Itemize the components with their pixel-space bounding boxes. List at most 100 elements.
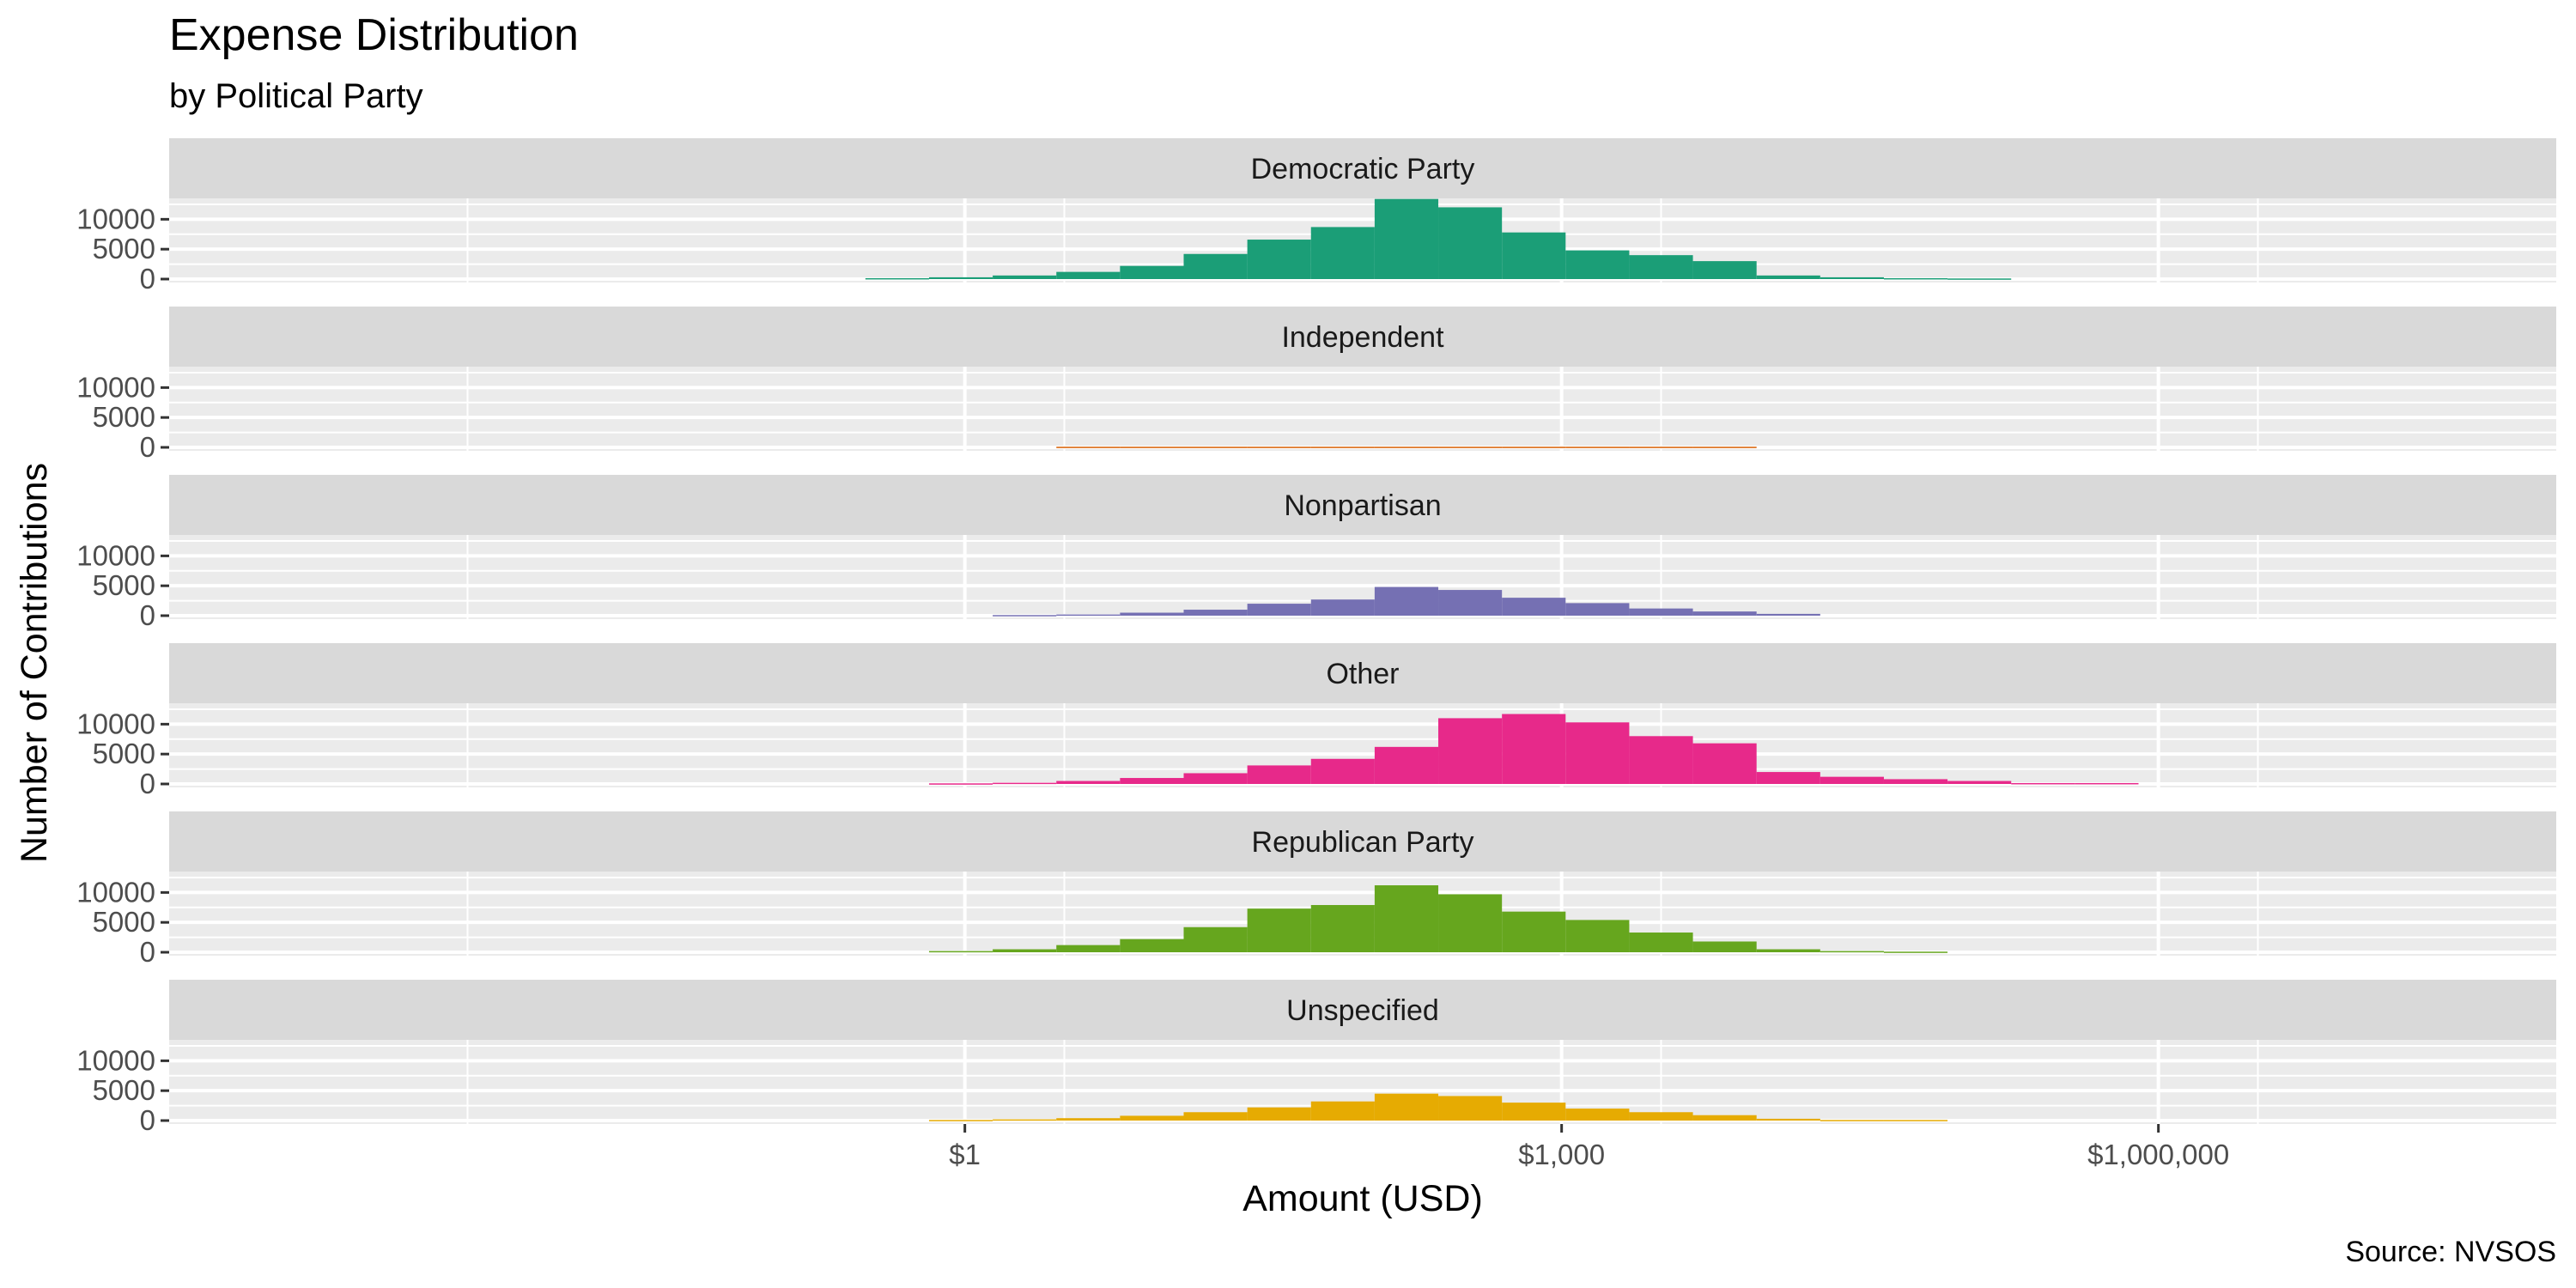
histogram-bar <box>1247 765 1311 784</box>
histogram-bar <box>1120 612 1184 616</box>
y-tick-label: 10000 <box>76 1044 155 1076</box>
facet-panels: Democratic Party0500010000Independent050… <box>76 138 2556 1136</box>
panel-background <box>169 367 2556 451</box>
histogram-bar <box>1820 1120 1884 1121</box>
histogram-bar <box>1820 276 1884 279</box>
histogram-bar <box>1692 941 1757 952</box>
histogram-bar <box>1502 714 1566 784</box>
facet-strip <box>169 307 2556 367</box>
histogram-bar <box>1692 611 1757 616</box>
histogram-bar <box>1374 746 1439 784</box>
facet-strip <box>169 643 2556 703</box>
histogram-bar <box>1629 608 1693 616</box>
histogram-bar <box>993 275 1057 279</box>
x-tick-label: $1,000 <box>1518 1139 1605 1170</box>
histogram-bar <box>1056 447 1121 448</box>
histogram-bar <box>1883 951 1948 953</box>
histogram-bar <box>1692 1115 1757 1121</box>
y-tick-label: 0 <box>140 599 155 631</box>
histogram-bar <box>928 276 993 279</box>
histogram-bar <box>1247 604 1311 616</box>
histogram-bar <box>1056 945 1121 952</box>
histogram-bar <box>1756 1118 1820 1121</box>
y-tick-label: 5000 <box>93 233 155 264</box>
histogram-bar <box>1629 933 1693 952</box>
histogram-bar <box>993 782 1057 785</box>
histogram-bar <box>1374 1093 1439 1121</box>
histogram-bar <box>1247 908 1311 952</box>
y-tick-label: 10000 <box>76 539 155 571</box>
histogram-bar <box>1438 590 1503 616</box>
y-axis-title: Number of Contributions <box>14 463 55 863</box>
x-axis-ticks: $1 $1,000 $1,000,000 <box>949 1124 2229 1170</box>
histogram-bar <box>1120 778 1184 784</box>
histogram-bar <box>1310 227 1375 279</box>
histogram-bar <box>1310 758 1375 784</box>
x-axis-title: Amount (USD) <box>1242 1178 1483 1219</box>
facet-strip <box>169 138 2556 198</box>
source-caption: Source: NVSOS <box>2345 1236 2556 1268</box>
y-tick-label: 10000 <box>76 876 155 908</box>
histogram-bar <box>1565 250 1630 279</box>
histogram-bar <box>1056 271 1121 279</box>
histogram-bar <box>1247 1107 1311 1121</box>
histogram-bar <box>1502 447 1566 448</box>
histogram-bar <box>1374 447 1439 448</box>
histogram-bar <box>1247 447 1311 448</box>
facet-strip-label: Democratic Party <box>1251 153 1475 185</box>
histogram-bar <box>928 783 993 785</box>
y-tick-label: 10000 <box>76 203 155 234</box>
histogram-bar <box>1438 894 1503 952</box>
y-tick-label: 0 <box>140 768 155 799</box>
histogram-bar <box>2011 782 2075 785</box>
histogram-bar <box>993 949 1057 952</box>
histogram-bar <box>1056 1118 1121 1121</box>
y-tick-label: 0 <box>140 1104 155 1136</box>
histogram-bar <box>1120 447 1184 448</box>
histogram-bar <box>1183 927 1248 952</box>
y-tick-label: 10000 <box>76 708 155 739</box>
histogram-bar <box>1120 939 1184 952</box>
histogram-bar <box>928 1120 993 1121</box>
histogram-bar <box>1883 1120 1948 1121</box>
facet-strip-label: Unspecified <box>1286 994 1439 1027</box>
histogram-bar <box>1883 277 1948 280</box>
y-tick-label: 5000 <box>93 906 155 938</box>
facet-strip-label: Republican Party <box>1252 826 1474 859</box>
histogram-bar <box>1565 447 1630 448</box>
histogram-bar <box>1502 232 1566 279</box>
facet-strip <box>169 811 2556 872</box>
histogram-bar <box>1820 776 1884 784</box>
histogram-bar <box>865 277 929 280</box>
histogram-bar <box>1756 275 1820 279</box>
y-tick-label: 0 <box>140 936 155 968</box>
facet-strip-label: Nonpartisan <box>1284 489 1441 522</box>
histogram-bar <box>1629 255 1693 279</box>
histogram-bar <box>1565 722 1630 784</box>
histogram-bar <box>1056 614 1121 617</box>
histogram-bar <box>1947 278 2012 280</box>
y-tick-label: 5000 <box>93 401 155 433</box>
histogram-bar <box>1502 1103 1566 1121</box>
histogram-bar <box>1120 1115 1184 1121</box>
x-tick-label: $1,000,000 <box>2087 1139 2229 1170</box>
histogram-bar <box>1629 447 1693 448</box>
histogram-bar <box>1438 447 1503 448</box>
histogram-bar <box>1629 1112 1693 1121</box>
histogram-bar <box>1947 781 2012 784</box>
histogram-bar <box>1438 718 1503 784</box>
histogram-bar <box>1883 779 1948 784</box>
histogram-bar <box>1438 207 1503 279</box>
facet-strip-label: Independent <box>1281 321 1444 354</box>
histogram-bar <box>1183 610 1248 616</box>
facet-strip <box>169 475 2556 535</box>
histogram-bar <box>993 1119 1057 1121</box>
chart-title: Expense Distribution <box>169 10 579 60</box>
histogram-bar <box>2075 782 2139 785</box>
